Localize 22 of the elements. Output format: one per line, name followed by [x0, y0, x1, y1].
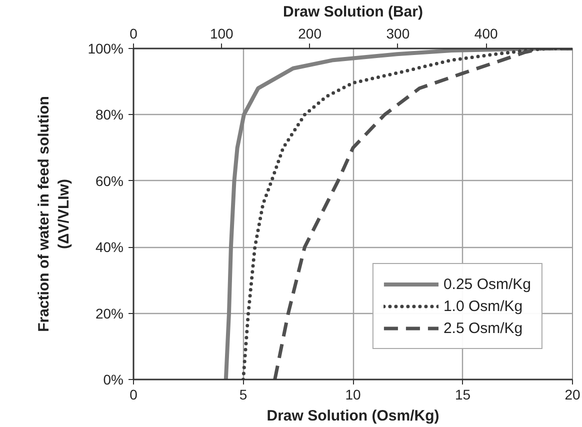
x2-tick-label: 200 — [298, 26, 322, 42]
x2-axis-title: Draw Solution (Bar) — [283, 4, 424, 20]
x-tick-label: 0 — [130, 386, 138, 402]
legend-label: 2.5 Osm/Kg — [443, 320, 523, 336]
x2-tick-label: 0 — [130, 26, 138, 42]
y-tick-label: 60% — [95, 172, 124, 189]
x-tick-label: 5 — [239, 386, 248, 402]
x2-tick-label: 100 — [210, 26, 234, 42]
x-tick-label: 10 — [345, 386, 361, 402]
legend-label: 0.25 Osm/Kg — [443, 276, 531, 292]
x2-tick-label: 300 — [386, 26, 410, 42]
x-axis-title: Draw Solution (Osm/Kg) — [266, 408, 440, 424]
y-axis-title: Fraction of water in feed solution (ΔV/VLIw) — [35, 96, 73, 332]
y-tick-label: 20% — [95, 305, 124, 322]
y-tick-label: 80% — [95, 106, 124, 123]
y-tick-label: 40% — [95, 239, 124, 256]
x2-tick-label: 400 — [474, 26, 498, 42]
y-tick-label: 100% — [88, 40, 124, 56]
legend-label: 1.0 Osm/Kg — [443, 298, 523, 314]
x-tick-label: 20 — [564, 386, 580, 402]
y-tick-label: 0% — [103, 372, 124, 388]
x-tick-label: 15 — [454, 386, 471, 402]
